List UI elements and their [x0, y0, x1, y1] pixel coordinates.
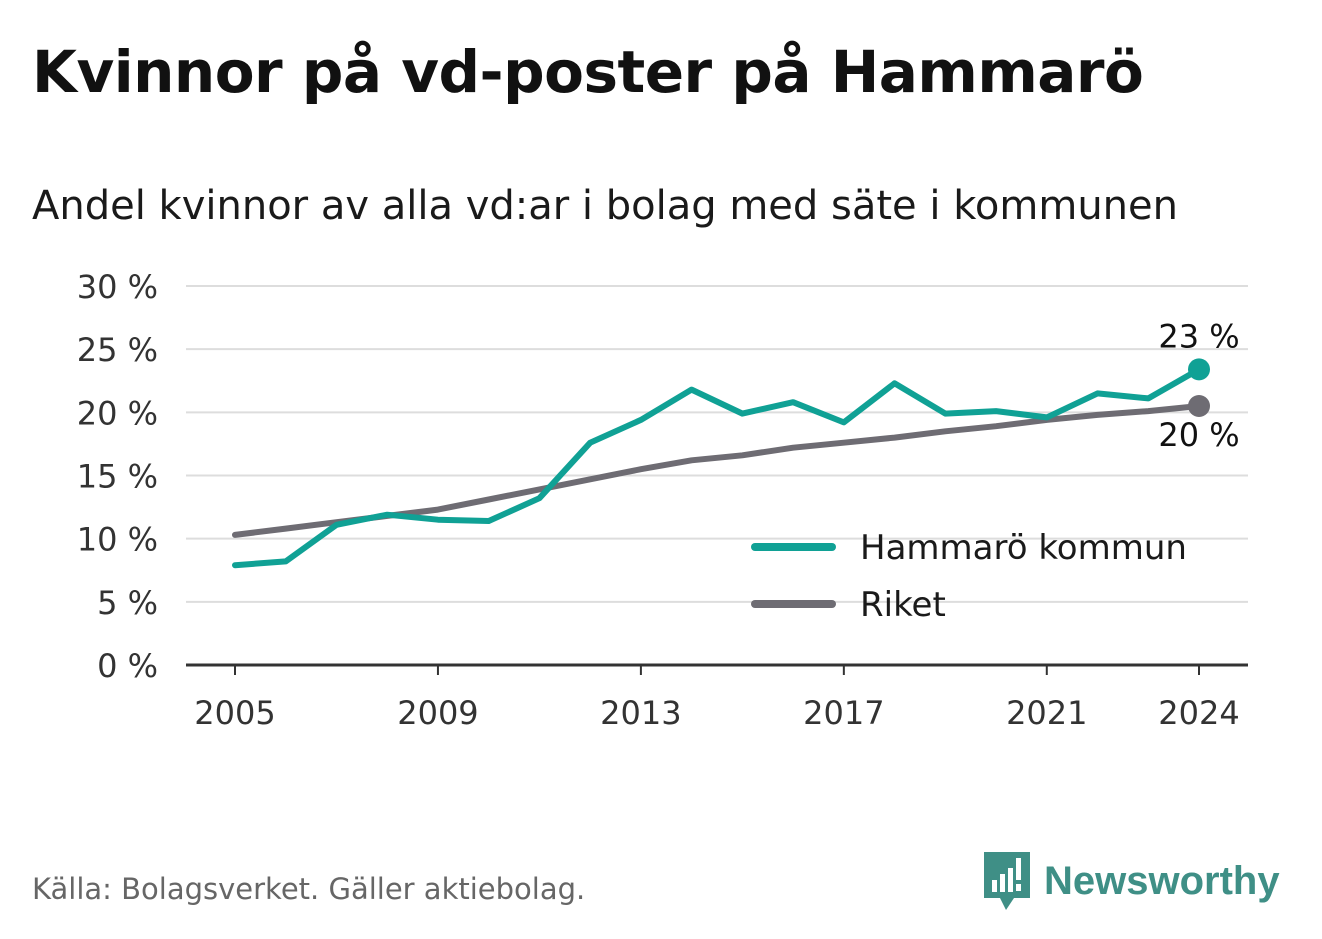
x-tick-label: 2024: [1158, 694, 1239, 732]
legend-label: Hammarö kommun: [860, 528, 1187, 568]
brand-logo: Newsworthy: [980, 850, 1280, 912]
x-tick-label: 2005: [194, 694, 275, 732]
chart-title: Kvinnor på vd-poster på Hammarö: [32, 38, 1144, 106]
y-tick-label: 10 %: [77, 521, 158, 559]
end-point-hammaro: [1188, 358, 1210, 381]
x-tick-label: 2021: [1006, 694, 1087, 732]
y-tick-label: 20 %: [77, 394, 158, 432]
x-tick-label: 2009: [397, 694, 478, 732]
source-note: Källa: Bolagsverket. Gäller aktiebolag.: [32, 872, 586, 906]
x-tick-label: 2013: [600, 694, 681, 732]
end-label-riket: 20 %: [1158, 416, 1239, 454]
x-tick-label: 2017: [803, 694, 884, 732]
y-tick-label: 25 %: [77, 331, 158, 369]
end-label-hammaro: 23 %: [1158, 317, 1239, 355]
y-tick-label: 30 %: [77, 268, 158, 306]
series-line-hammaro: [232, 366, 1202, 569]
y-tick-label: 0 %: [97, 647, 158, 685]
legend-label: Riket: [860, 585, 946, 625]
chart-subtitle: Andel kvinnor av alla vd:ar i bolag med …: [32, 183, 1178, 229]
newsworthy-logo-icon: [984, 852, 1030, 910]
end-point-riket: [1188, 395, 1210, 418]
y-tick-label: 5 %: [97, 584, 158, 622]
y-tick-label: 15 %: [77, 458, 158, 496]
brand-name: Newsworthy: [1044, 858, 1280, 903]
